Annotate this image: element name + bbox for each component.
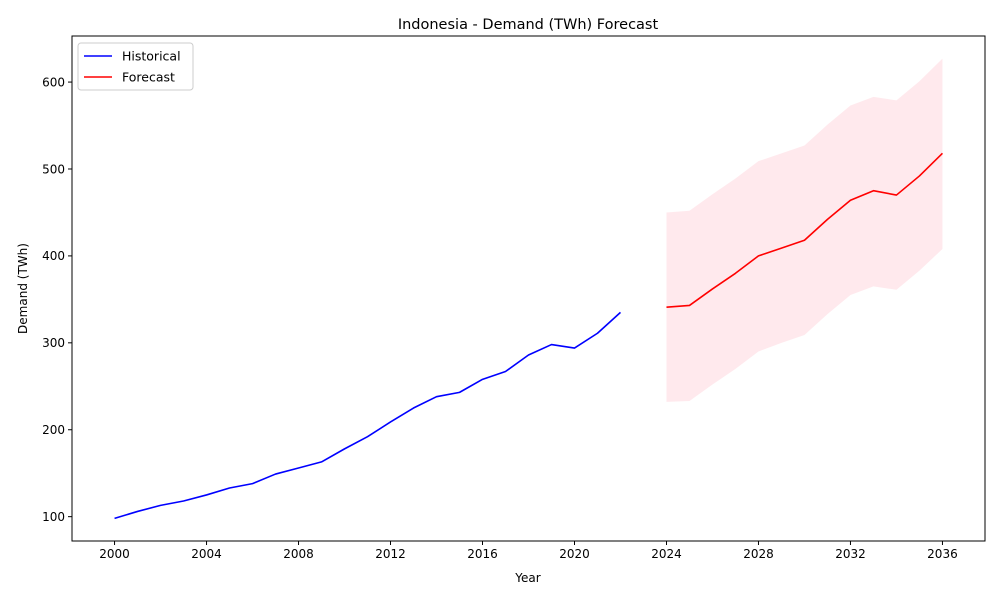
x-tick-label: 2012: [375, 547, 406, 561]
chart-title: Indonesia - Demand (TWh) Forecast: [398, 17, 659, 33]
x-tick-label: 2036: [927, 547, 958, 561]
x-tick-label: 2008: [283, 547, 314, 561]
x-tick-label: 2020: [559, 547, 590, 561]
y-tick-label: 500: [42, 162, 65, 176]
y-tick-label: 400: [42, 249, 65, 263]
y-axis: 100 200 300 400 500 600: [42, 75, 72, 524]
legend-label-forecast: Forecast: [122, 70, 175, 85]
forecast-confidence-band: [666, 58, 943, 402]
x-tick-label: 2024: [651, 547, 682, 561]
series-line-forecast: [666, 152, 944, 308]
x-tick-label: 2000: [99, 547, 130, 561]
y-tick-label: 300: [42, 336, 65, 350]
x-tick-label: 2032: [835, 547, 866, 561]
x-axis-label: Year: [514, 571, 540, 585]
y-tick-label: 600: [42, 75, 65, 89]
plot-area: [114, 58, 944, 520]
y-tick-label: 200: [42, 423, 65, 437]
y-axis-label: Demand (TWh): [16, 243, 30, 334]
legend-label-historical: Historical: [122, 49, 181, 64]
axes-frame: [71, 35, 986, 542]
x-tick-label: 2016: [467, 547, 498, 561]
legend: Historical Forecast: [77, 42, 194, 91]
legend-box: [77, 42, 194, 91]
y-tick-label: 100: [42, 510, 65, 524]
x-axis: 2000 2004 2008 2012 2016 2020 2024 2028 2032 2036: [99, 541, 958, 561]
x-tick-label: 2004: [191, 547, 222, 561]
x-tick-label: 2028: [743, 547, 774, 561]
series-line-historical: [114, 311, 622, 520]
